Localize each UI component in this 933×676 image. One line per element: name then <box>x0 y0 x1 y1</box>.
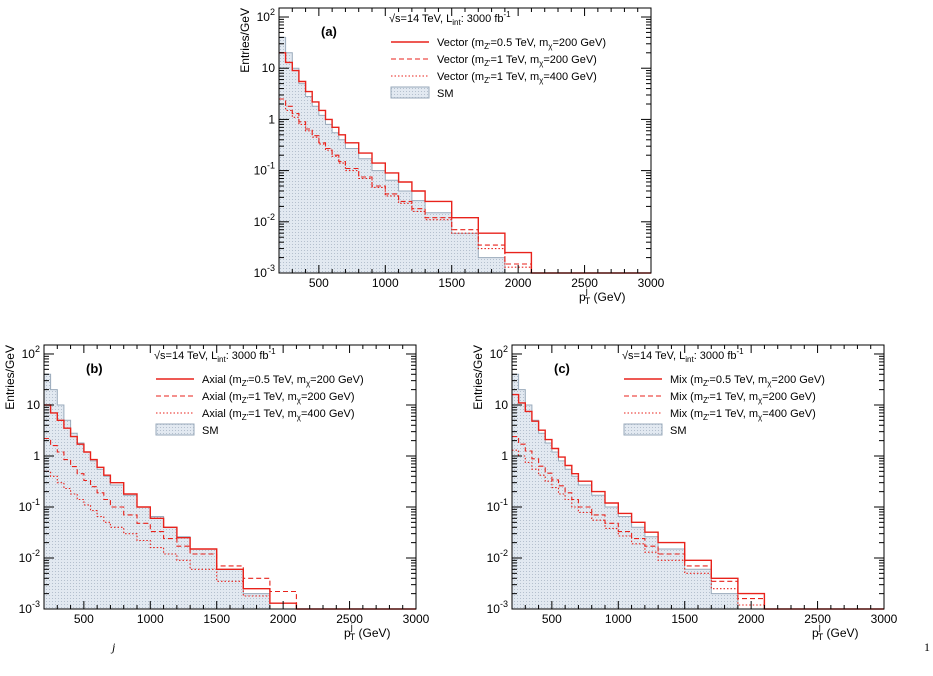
series-dashed-histogram <box>279 98 651 274</box>
caption-fragment: j 1 <box>0 640 933 676</box>
legend-entry: Axial (mZ'=1 TeV, mχ=200 GeV) <box>202 391 355 405</box>
x-tick-label: 1500 <box>203 612 230 626</box>
series-dashed-histogram <box>44 437 416 610</box>
y-tick-label: 102 <box>257 7 275 24</box>
y-tick-label: 10 <box>262 61 276 75</box>
y-tick-label: 10-3 <box>19 599 40 616</box>
x-tick-label: 3000 <box>871 612 898 626</box>
x-tick-label: 2500 <box>571 276 598 290</box>
series-sm-histogram <box>278 36 651 274</box>
series-dashed-histogram <box>512 436 884 610</box>
x-tick-label: 500 <box>309 276 329 290</box>
x-tick-label: 500 <box>74 612 94 626</box>
panel-label: (c) <box>554 361 570 376</box>
legend-entry: SM <box>670 425 687 437</box>
x-tick-label: 1500 <box>438 276 465 290</box>
legend-entry: Mix (mZ'=1 TeV, mχ=200 GeV) <box>670 391 816 405</box>
y-tick-label: 1 <box>501 449 508 463</box>
series-solid-histogram <box>279 52 651 274</box>
legend-entry: Vector (mZ'=1 TeV, mχ=400 GeV) <box>437 71 597 85</box>
legend-entry: Mix (mZ'=0.5 TeV, mχ=200 GeV) <box>670 374 825 388</box>
panel-label: (a) <box>321 24 337 39</box>
legend-entry: Mix (mZ'=1 TeV, mχ=400 GeV) <box>670 408 816 422</box>
energy-lumi-label: √s=14 TeV, Lint: 3000 fb-1 <box>622 347 744 364</box>
x-tick-label: 1000 <box>137 612 164 626</box>
panel-c: 500 1000 1500 2000 2500 3000 102 10 1 10-1 10-2 10-… <box>471 344 898 642</box>
y-tick-label: 10-2 <box>19 548 40 565</box>
y-axis-label: Entries/GeV <box>3 345 17 410</box>
x-tick-label: 3000 <box>403 612 430 626</box>
y-tick-label: 10-1 <box>254 161 275 178</box>
x-tick-label: 2000 <box>738 612 765 626</box>
y-tick-label: 10 <box>495 398 509 412</box>
energy-lumi-label: √s=14 TeV, Lint: 3000 fb-1 <box>389 10 511 27</box>
series-solid-histogram <box>512 393 884 610</box>
y-tick-label: 102 <box>490 344 508 361</box>
legend-entry: Axial (mZ'=0.5 TeV, mχ=200 GeV) <box>202 374 364 388</box>
x-tick-label: 2500 <box>336 612 363 626</box>
y-tick-label: 10 <box>27 398 41 412</box>
legend-sm-swatch <box>623 423 663 436</box>
y-tick-label: 10-3 <box>487 599 508 616</box>
y-axis-label: Entries/GeV <box>471 345 485 410</box>
panel-a: 500 1000 1500 2000 2500 3000 102 10 1 10-1 10-2 10-… <box>238 7 665 306</box>
x-tick-label: 2000 <box>270 612 297 626</box>
series-dotted-histogram <box>279 103 651 274</box>
x-tick-label: 3000 <box>638 276 665 290</box>
legend-entry: Vector (mZ'=0.5 TeV, mχ=200 GeV) <box>437 37 606 51</box>
x-axis-label: pj T (GeV) <box>579 286 626 306</box>
x-tick-label: 1000 <box>372 276 399 290</box>
y-axis-label: Entries/GeV <box>238 8 252 73</box>
y-tick-label: 10-1 <box>19 497 40 514</box>
legend-entry: SM <box>437 88 454 100</box>
y-tick-label: 10-2 <box>254 212 275 229</box>
x-tick-label: 500 <box>542 612 562 626</box>
caption-1: 1 <box>924 640 930 654</box>
panel-label: (b) <box>86 361 103 376</box>
caption-j: j <box>112 640 116 654</box>
y-tick-label: 1 <box>33 449 40 463</box>
y-tick-label: 10-3 <box>254 263 275 280</box>
legend-entry: Vector (mZ'=1 TeV, mχ=200 GeV) <box>437 54 597 68</box>
y-tick-label: 102 <box>22 344 40 361</box>
panel-b: 500 1000 1500 2000 2500 3000 102 10 1 10-1 10-2 10-… <box>3 344 430 642</box>
energy-lumi-label: √s=14 TeV, Lint: 3000 fb-1 <box>154 347 276 364</box>
legend-entry: SM <box>202 425 219 437</box>
x-tick-label: 2000 <box>505 276 532 290</box>
legend-sm-swatch <box>155 423 195 436</box>
x-tick-label: 2500 <box>804 612 831 626</box>
y-tick-label: 1 <box>268 112 275 126</box>
y-tick-label: 10-1 <box>487 497 508 514</box>
x-tick-label: 1500 <box>671 612 698 626</box>
x-axis-label: pj T (GeV) <box>812 622 859 642</box>
series-dotted-histogram <box>44 470 416 610</box>
y-tick-label: 10-2 <box>487 548 508 565</box>
legend-sm-swatch <box>390 86 430 99</box>
x-tick-label: 1000 <box>605 612 632 626</box>
x-axis-label: pj T (GeV) <box>344 622 391 642</box>
legend-entry: Axial (mZ'=1 TeV, mχ=400 GeV) <box>202 408 355 422</box>
